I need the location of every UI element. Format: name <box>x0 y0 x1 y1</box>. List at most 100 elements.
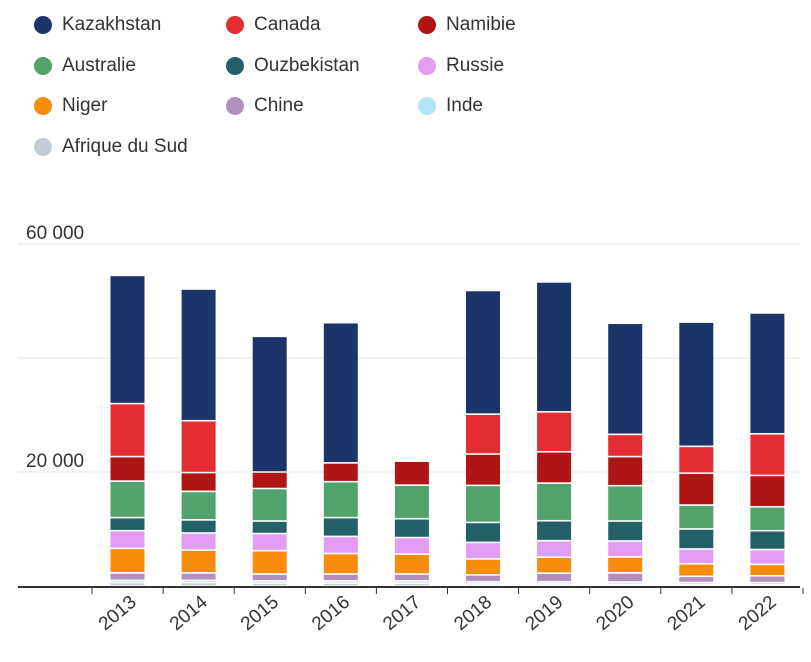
bar-segment <box>466 291 500 414</box>
bar-segment <box>466 559 500 575</box>
legend-label: Ouzbekistan <box>254 55 360 76</box>
legend-label: Afrique du Sud <box>62 136 188 157</box>
legend-label: Canada <box>254 14 321 35</box>
bar-segment <box>750 507 785 530</box>
legend-item[interactable]: Ouzbekistan <box>226 55 360 77</box>
bar-segment <box>537 558 572 573</box>
bar-segment <box>466 575 500 581</box>
legend-item[interactable]: Canada <box>226 14 321 36</box>
bar-segment <box>679 549 714 563</box>
bar-segment <box>750 583 785 585</box>
bar-segment <box>466 523 500 542</box>
bar-segment <box>181 289 216 420</box>
bar-segment <box>679 564 714 576</box>
bar-segment <box>323 518 358 536</box>
bar-segment <box>750 531 785 549</box>
bar-segment <box>181 421 216 472</box>
bar-segment <box>110 481 145 517</box>
bar-segment <box>679 322 714 446</box>
bar-segment <box>110 531 145 548</box>
bar-segment <box>608 541 643 557</box>
legend-swatch <box>226 57 244 75</box>
bar-segment <box>323 323 358 463</box>
bar-segment <box>679 447 714 473</box>
bar-segment <box>679 529 714 549</box>
bar-segment <box>110 457 145 481</box>
legend-swatch <box>226 16 244 34</box>
bar-segment <box>750 476 785 506</box>
legend-item[interactable]: Namibie <box>418 14 516 36</box>
bar-segment <box>537 582 572 584</box>
bar-segment <box>537 452 572 483</box>
legend-item[interactable]: Kazakhstan <box>34 14 161 36</box>
bar-segment <box>181 520 216 533</box>
bar-segment <box>110 573 145 580</box>
bar-segment <box>466 414 500 454</box>
legend-item[interactable]: Russie <box>418 55 504 77</box>
bar-segment <box>110 276 145 403</box>
bar-segment <box>323 554 358 574</box>
legend-item[interactable]: Afrique du Sud <box>34 136 188 158</box>
bar-segment <box>252 581 287 583</box>
x-tick-label: 2017 <box>379 592 425 635</box>
bar-segment <box>323 583 358 586</box>
bar-segment <box>750 434 785 475</box>
bar-segment <box>750 313 785 434</box>
y-tick-label: 20 000 <box>26 451 84 472</box>
bar-segment <box>394 538 429 554</box>
legend-label: Australie <box>62 55 136 76</box>
legend-swatch <box>418 97 436 115</box>
bar-segment <box>608 435 643 456</box>
legend-swatch <box>34 57 52 75</box>
legend-item[interactable]: Chine <box>226 95 304 117</box>
bar-segment <box>394 519 429 537</box>
x-tick-label: 2018 <box>450 592 496 635</box>
bar-segment <box>394 485 429 518</box>
legend-item[interactable]: Inde <box>418 95 483 117</box>
bar-segment <box>537 521 572 540</box>
x-tick-label: 2019 <box>521 592 567 635</box>
legend-swatch <box>418 57 436 75</box>
legend-swatch <box>226 97 244 115</box>
bar-segment <box>537 483 572 520</box>
bar-segment <box>608 486 643 521</box>
legend-swatch <box>34 97 52 115</box>
bar-segment <box>466 582 500 584</box>
bar-segment <box>323 581 358 583</box>
bar-segment <box>252 551 287 574</box>
bar-segment <box>537 573 572 581</box>
bar-segment <box>110 581 145 582</box>
bar-segment <box>252 472 287 488</box>
x-tick-label: 2015 <box>237 592 283 635</box>
y-tick-label: 60 000 <box>26 223 84 244</box>
bar-segment <box>394 554 429 574</box>
bar-segment <box>750 550 785 564</box>
bar-segment <box>608 457 643 485</box>
legend-label: Chine <box>254 95 304 116</box>
legend-label: Inde <box>446 95 483 116</box>
bar-segment <box>181 573 216 580</box>
legend-swatch <box>34 16 52 34</box>
bar-segment <box>679 583 714 585</box>
x-tick-label: 2016 <box>308 592 354 635</box>
bar-segment <box>750 565 785 575</box>
bar-segment <box>466 543 500 559</box>
legend-item[interactable]: Niger <box>34 95 107 117</box>
bar-segment <box>110 404 145 456</box>
bar-segment <box>608 573 643 582</box>
bar-segment <box>394 581 429 583</box>
legend-label: Kazakhstan <box>62 14 162 35</box>
bar-segment <box>679 577 714 582</box>
legend-item[interactable]: Australie <box>34 55 136 77</box>
bar-segment <box>679 505 714 529</box>
x-tick-label: 2021 <box>664 592 710 635</box>
legend-swatch <box>418 16 436 34</box>
bar-segment <box>323 482 358 517</box>
bar-segment <box>608 324 643 434</box>
x-tick-label: 2022 <box>735 592 781 635</box>
bar-segment <box>466 454 500 485</box>
x-tick-label: 2014 <box>166 591 212 635</box>
bar-segment <box>323 463 358 481</box>
x-tick-label: 2013 <box>95 592 141 635</box>
bar-segment <box>252 521 287 533</box>
